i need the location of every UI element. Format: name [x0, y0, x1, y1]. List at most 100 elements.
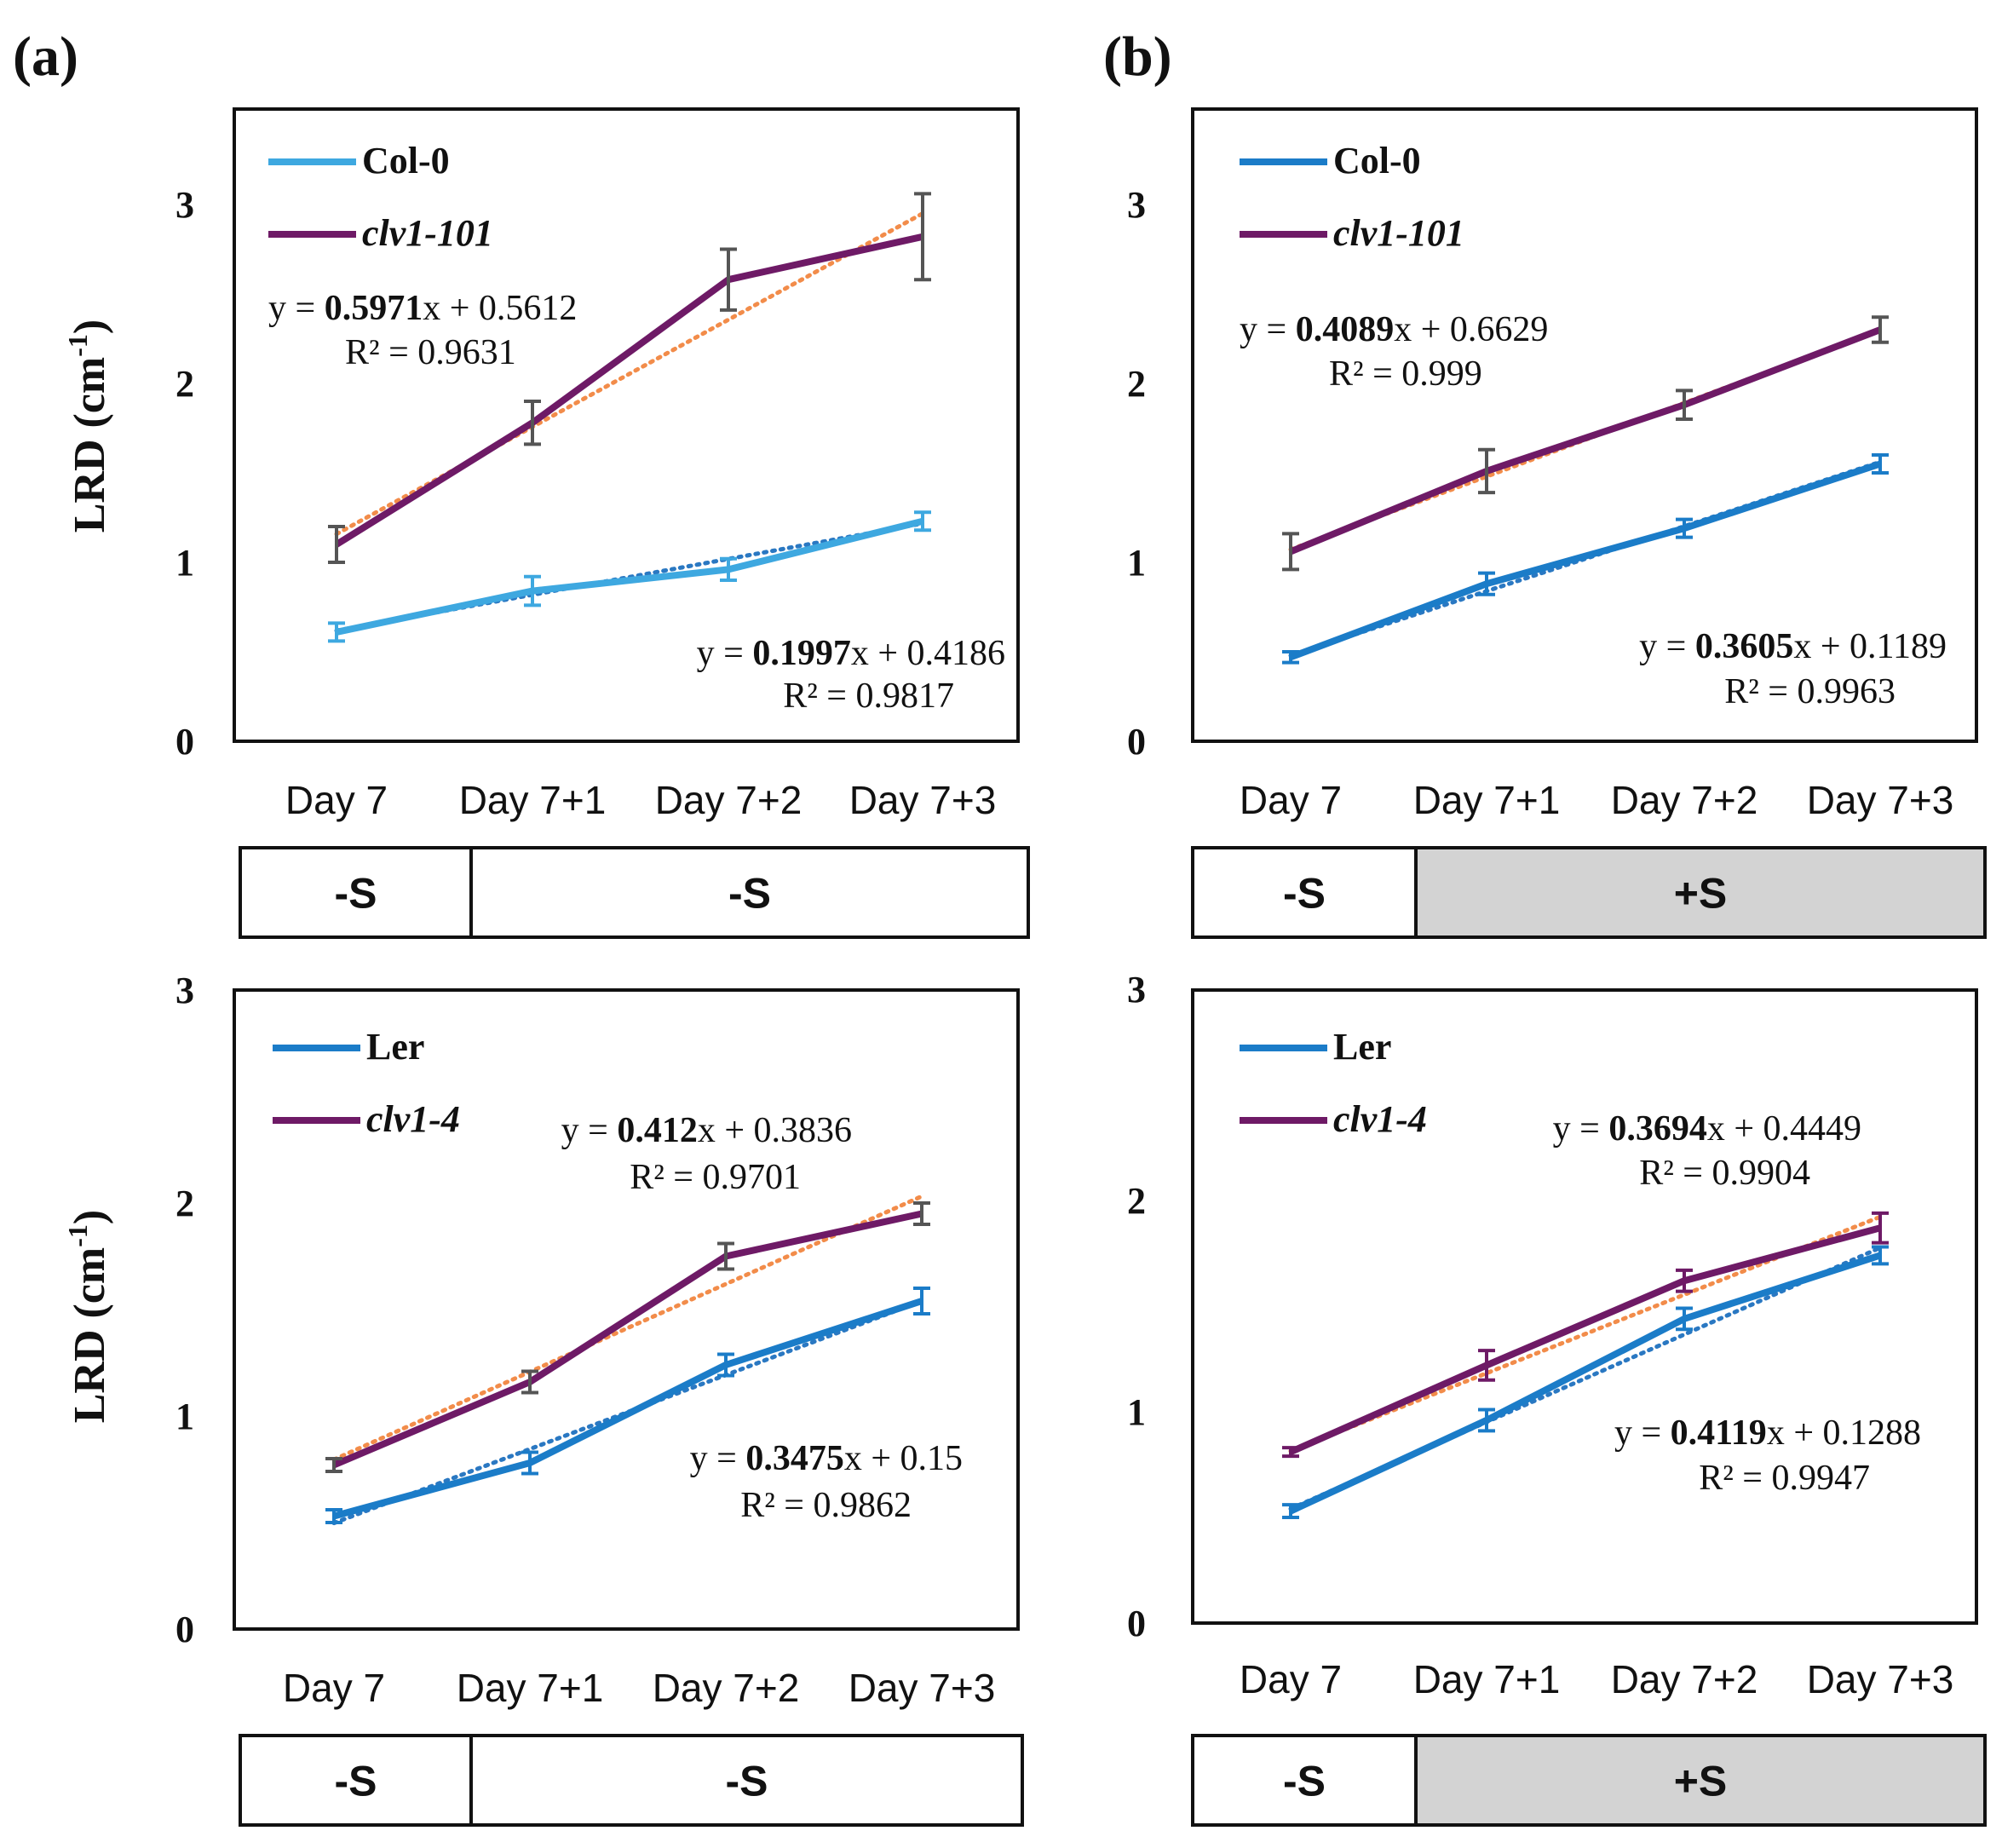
- plot-frame: [233, 988, 1020, 1631]
- y-tick-label: 1: [175, 542, 194, 584]
- condition-segment: [469, 846, 1030, 939]
- y-tick-label: 3: [175, 970, 194, 1011]
- error-bar: [1872, 1245, 1889, 1266]
- condition-bar: -S +S: [1191, 1734, 1987, 1827]
- legend-label: Col-0: [362, 140, 450, 181]
- trend-equation-prefix: y =: [1614, 1413, 1671, 1453]
- x-tick-label: Day 7+1: [1413, 1657, 1561, 1701]
- trend-equation: y = 0.3694x + 0.4449: [1553, 1109, 1861, 1149]
- x-tick-label: Day 7+1: [1413, 778, 1561, 822]
- trend-equation: y = 0.3605x + 0.1189: [1639, 627, 1947, 666]
- error-bar: [328, 621, 345, 643]
- r-squared: R² = 0.9817: [783, 676, 954, 716]
- x-tick-label: Day 7+1: [459, 778, 607, 822]
- series-line: [1289, 1224, 1882, 1455]
- error-bar: [1676, 517, 1693, 539]
- condition-label: -S: [1283, 1758, 1326, 1805]
- condition-label: +S: [1674, 870, 1728, 918]
- trend-equation-suffix: x + 0.3836: [698, 1111, 852, 1150]
- series-line: [332, 1210, 923, 1469]
- error-bar: [1282, 532, 1299, 572]
- r-squared: R² = 0.9947: [1699, 1459, 1870, 1498]
- chart-a-bottom: 0 1 2 3 Day 7 Day 7+1 Day 7+2 Day 7+3 LRD (cm-1)…: [62, 970, 1024, 1827]
- series-col-0: [328, 510, 931, 643]
- error-bar: [521, 1450, 538, 1476]
- y-axis-label-sup: -1: [62, 334, 93, 357]
- y-axis-label-sup: -1: [62, 1224, 93, 1247]
- r-squared: R² = 0.9701: [630, 1158, 801, 1197]
- error-bar: [914, 510, 931, 533]
- condition-segment: [1414, 846, 1987, 939]
- error-bar: [1676, 389, 1693, 421]
- error-bar: [717, 1241, 734, 1271]
- trend-equation-slope: 0.3475: [745, 1439, 844, 1478]
- x-tick-label: Day 7+2: [1611, 778, 1758, 822]
- condition-segment: [1191, 846, 1418, 939]
- r-squared: R² = 0.9963: [1724, 672, 1896, 711]
- error-bar: [328, 525, 345, 564]
- error-bar: [913, 1287, 930, 1315]
- series-line: [332, 1298, 923, 1520]
- condition-segment: [239, 846, 473, 939]
- x-tick-label: Day 7: [285, 778, 388, 822]
- r-squared: R² = 0.9862: [740, 1486, 912, 1525]
- x-tick-label: Day 7: [1240, 1657, 1342, 1701]
- y-tick-label: 2: [175, 363, 194, 405]
- series-line: [1289, 326, 1882, 556]
- x-tick-label: Day 7+2: [1611, 1657, 1758, 1701]
- condition-segment: [239, 1734, 473, 1827]
- y-tick-label: 1: [175, 1396, 194, 1437]
- trend-equation: y = 0.4089x + 0.6629: [1240, 310, 1548, 349]
- trend-line: [331, 1194, 924, 1462]
- trend-equation: y = 0.412x + 0.3836: [561, 1111, 852, 1150]
- condition-bar: -S -S: [239, 1734, 1024, 1827]
- series-line: [334, 233, 923, 548]
- error-bar: [1478, 571, 1495, 596]
- x-tick-label: Day 7+3: [1807, 778, 1954, 822]
- series-line: [336, 517, 923, 636]
- trend-equation-slope: 0.3605: [1695, 627, 1794, 666]
- error-bar: [1478, 1408, 1495, 1433]
- r-squared: R² = 0.9904: [1639, 1154, 1810, 1193]
- trend-equation-prefix: y =: [268, 289, 325, 328]
- condition-segment: [1191, 1734, 1418, 1827]
- series-clv1-101: [328, 192, 931, 564]
- plot-frame: [1191, 107, 1978, 743]
- x-tick-label: Day 7+2: [653, 1666, 800, 1710]
- condition-label: -S: [335, 870, 377, 918]
- condition-label: +S: [1674, 1758, 1728, 1805]
- panel-label-b: (b): [1103, 26, 1172, 88]
- trend-equation: y = 0.5971x + 0.5612: [268, 289, 577, 328]
- y-tick-label: 1: [1127, 542, 1146, 584]
- error-bar: [717, 1352, 734, 1378]
- y-tick-label: 0: [1127, 1603, 1146, 1644]
- y-axis-label: LRD (cm-1): [62, 320, 114, 533]
- legend-label: clv1-4: [366, 1098, 460, 1140]
- trend-equation-prefix: y =: [1639, 627, 1695, 666]
- y-axis-label-text: LRD (cm: [66, 1247, 114, 1424]
- trend-equation-suffix: x + 0.15: [844, 1439, 963, 1478]
- condition-label: -S: [728, 870, 771, 918]
- x-tick-label: Day 7+3: [849, 1666, 996, 1710]
- x-tick-label: Day 7+1: [457, 1666, 604, 1710]
- error-bar: [1478, 447, 1495, 495]
- trend-equation-prefix: y =: [1553, 1109, 1609, 1149]
- plot-frame: [233, 107, 1020, 743]
- error-bar: [720, 556, 737, 582]
- trend-equation-slope: 0.3694: [1608, 1109, 1707, 1149]
- condition-bar: -S +S: [1191, 846, 1987, 939]
- x-tick-label: Day 7+2: [655, 778, 803, 822]
- trend-line: [1288, 1245, 1883, 1511]
- series-clv1-101: [1282, 315, 1889, 572]
- error-bar: [1676, 1306, 1693, 1332]
- trend-equation-suffix: x + 0.6629: [1394, 310, 1548, 349]
- series-clv1-4: [325, 1194, 930, 1473]
- error-bar: [720, 247, 737, 312]
- y-axis-label-text: LRD (cm: [66, 357, 114, 533]
- error-bar: [524, 574, 541, 607]
- error-bar: [325, 1508, 342, 1524]
- legend-label: Ler: [366, 1026, 424, 1068]
- y-tick-label: 2: [1127, 1180, 1146, 1222]
- trend-equation-suffix: x + 0.1189: [1793, 627, 1947, 666]
